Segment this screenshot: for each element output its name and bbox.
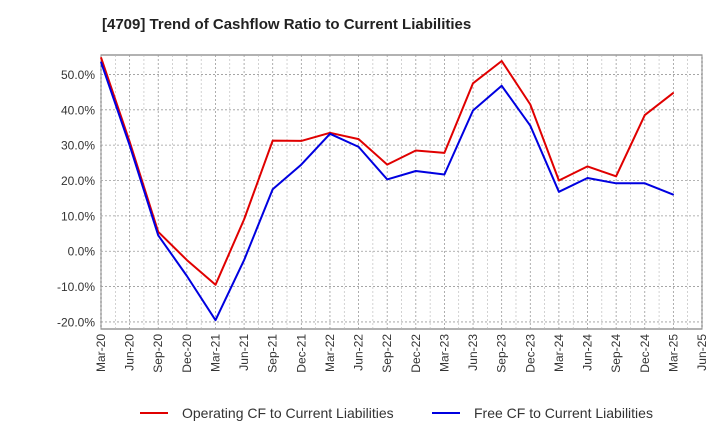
series-point-1 [443,173,446,176]
series-point-0 [186,259,188,261]
series-point-0 [214,284,217,286]
series-point-1 [357,146,360,148]
x-tick-label: Dec-24 [638,334,652,373]
x-tick-label: Mar-23 [437,334,451,372]
legend-label-operating-cf: Operating CF to Current Liabilities [182,405,394,421]
series-point-1 [672,194,674,196]
x-tick-label: Sep-20 [151,334,165,373]
series-point-1 [415,170,417,172]
series-point-0 [501,60,503,62]
x-tick-label: Sep-22 [380,334,394,373]
series-point-0 [615,175,617,177]
x-tick-label: Jun-23 [466,334,480,371]
y-tick-label: 20.0% [61,174,95,188]
series-point-1 [644,182,646,184]
series-point-0 [672,92,674,94]
x-tick-label: Jun-21 [237,334,251,371]
x-tick-label: Sep-23 [495,334,509,373]
series-point-1 [501,85,503,87]
x-tick-label: Dec-20 [180,334,194,373]
x-axis-ticks: Mar-20 Jun-20 Sep-20 Dec-20 Mar-21 Jun-21 Sep-… [94,334,709,373]
series-point-0 [100,56,102,59]
y-tick-label: 40.0% [61,103,95,117]
x-tick-label: Dec-22 [409,334,423,373]
series-point-1 [100,61,102,63]
series-point-0 [243,218,245,220]
series-point-0 [357,138,360,140]
series-point-0 [586,165,589,167]
series-point-0 [272,139,274,142]
series-point-1 [558,191,560,193]
series-point-1 [615,182,617,184]
x-tick-label: Jun-24 [581,334,595,371]
y-tick-label: -20.0% [57,315,95,329]
y-tick-label: -10.0% [57,280,95,294]
y-axis-ticks: 50.0% 40.0% 30.0% 20.0% 10.0% 0.0% -10.0% -20.0… [57,68,95,329]
series-point-0 [529,103,531,106]
legend-swatch-operating-cf [140,412,168,414]
legend-item-free-cf: Free CF to Current Liabilities [432,405,653,421]
x-tick-label: Jun-25 [695,334,709,371]
series-point-1 [472,109,474,112]
series-point-1 [272,188,274,190]
series-point-0 [472,82,474,84]
series-point-1 [157,234,159,236]
series-point-0 [558,179,560,182]
y-tick-label: 0.0% [68,245,96,259]
series-lines [100,56,675,322]
series-point-0 [386,164,388,166]
series-point-1 [386,178,388,181]
series-point-0 [415,149,417,152]
series-point-0 [443,152,446,154]
series-point-0 [644,114,646,116]
legend-label-free-cf: Free CF to Current Liabilities [474,405,653,421]
series-point-0 [300,140,302,142]
series-point-1 [186,275,188,277]
x-tick-label: Dec-21 [294,334,308,373]
series-point-1 [300,164,302,166]
x-tick-label: Mar-22 [323,334,337,372]
series-point-1 [529,125,531,127]
y-tick-label: 50.0% [61,68,95,82]
x-tick-label: Sep-21 [266,334,280,373]
x-tick-label: Mar-25 [666,334,680,372]
series-point-1 [214,319,217,321]
x-tick-label: Sep-24 [609,334,623,373]
y-tick-label: 30.0% [61,139,95,153]
legend-item-operating-cf: Operating CF to Current Liabilities [140,405,394,421]
x-tick-label: Mar-21 [208,334,222,372]
y-tick-label: 10.0% [61,209,95,223]
legend-swatch-free-cf [432,412,460,414]
x-tick-label: Mar-24 [552,334,566,372]
series-point-1 [243,259,245,261]
x-tick-label: Jun-20 [123,334,137,371]
x-tick-label: Mar-20 [94,334,108,372]
chart-title: [4709] Trend of Cashflow Ratio to Curren… [102,16,472,33]
series-point-1 [586,177,589,179]
x-tick-label: Dec-23 [523,334,537,373]
series-point-1 [329,133,331,135]
x-tick-label: Jun-22 [352,334,366,371]
series-point-1 [129,144,131,146]
